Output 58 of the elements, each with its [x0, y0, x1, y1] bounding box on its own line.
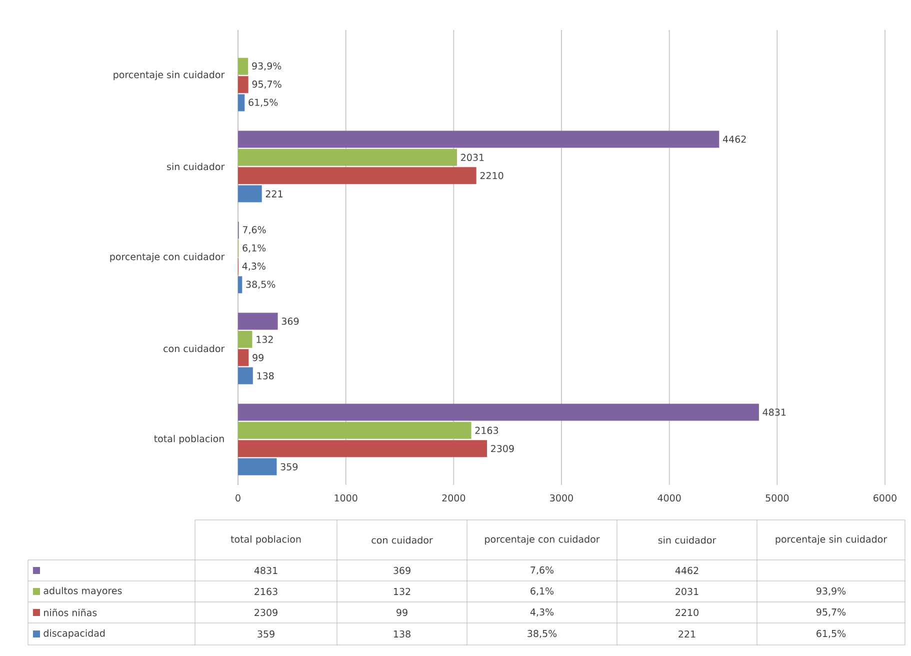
text: 2031: [676, 588, 698, 596]
text: 132: [394, 588, 410, 596]
x-tick-label: 5000: [766, 494, 789, 502]
text: 369: [394, 566, 410, 574]
data-label: 132: [256, 336, 273, 343]
category-label: sin cuidador: [658, 536, 716, 544]
data-label: 4462: [722, 136, 746, 143]
text: 2309: [254, 608, 278, 616]
text: 4462: [675, 566, 698, 574]
data-label: 4,3%: [242, 262, 266, 271]
x-tick-label: 4000: [658, 494, 681, 502]
data-label: 4831: [762, 408, 786, 416]
text: 138: [394, 630, 410, 638]
data-label: 138: [257, 372, 274, 380]
x-tick-label: 6000: [874, 494, 896, 502]
y-tick-label: con cuidador: [164, 344, 225, 352]
text: 93,9%: [816, 587, 846, 596]
data-label: 2309: [491, 444, 514, 452]
x-tick-label: 0: [236, 494, 240, 502]
text: 2210: [676, 608, 698, 616]
text: 99: [396, 608, 408, 616]
data-label: 359: [280, 463, 298, 470]
text: 221: [678, 630, 696, 638]
text: 95,7%: [816, 608, 846, 617]
legend-label: niños niñas: [44, 608, 97, 616]
data-label: 61,5%: [248, 98, 278, 107]
data-label: 38,5%: [246, 280, 276, 289]
data-label: 7,6%: [242, 226, 266, 234]
data-label: 2163: [475, 426, 498, 434]
text: 359: [258, 630, 274, 638]
text: 4831: [254, 566, 278, 574]
legend-label: discapacidad: [44, 629, 105, 639]
data-label: 95,7%: [252, 80, 282, 89]
y-tick-label: sin cuidador: [167, 162, 225, 170]
y-tick-label: porcentaje con cuidador: [110, 252, 225, 262]
text: 6,1%: [530, 587, 554, 596]
data-label: 221: [266, 190, 282, 198]
data-label: 369: [282, 318, 299, 325]
category-label: porcentaje con cuidador: [485, 535, 600, 545]
data-label: 99: [252, 354, 264, 362]
text: 4,3%: [530, 608, 554, 617]
data-label: 6,1%: [242, 244, 266, 252]
y-tick-label: porcentaje sin cuidador: [114, 70, 225, 80]
text: 2163: [254, 588, 278, 596]
category-label: con cuidador: [372, 536, 433, 544]
text: 38,5%: [528, 630, 557, 638]
text: 61,5%: [816, 630, 846, 638]
data-label: 93,9%: [252, 62, 282, 70]
x-tick-label: 3000: [550, 494, 573, 502]
text: 7,6%: [530, 566, 554, 575]
y-tick-label: total poblacion: [154, 434, 224, 444]
legend-label: adultos mayores: [44, 586, 122, 596]
x-tick-label: 1000: [334, 494, 358, 502]
category-label: porcentaje sin cuidador: [776, 535, 888, 545]
x-tick-label: 2000: [442, 494, 466, 502]
category-label: total poblacion: [230, 535, 301, 545]
data-label: 2031: [461, 154, 484, 161]
data-label: 2210: [480, 172, 504, 180]
